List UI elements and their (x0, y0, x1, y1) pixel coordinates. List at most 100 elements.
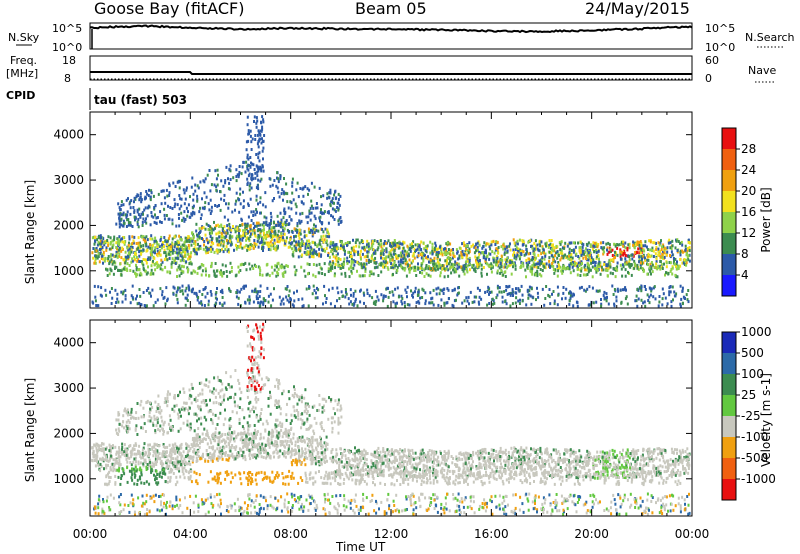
range-cell (687, 471, 690, 475)
range-cell (118, 235, 121, 239)
range-cell (408, 254, 410, 258)
range-cell (601, 247, 604, 251)
range-cell (344, 295, 347, 299)
range-cell (144, 450, 147, 454)
range-cell (684, 297, 686, 300)
range-cell (614, 250, 616, 254)
range-cell (349, 265, 352, 269)
range-cell (660, 248, 663, 251)
range-cell (262, 300, 265, 304)
range-cell (243, 245, 246, 249)
range-cell (610, 250, 612, 253)
range-cell (175, 293, 178, 297)
range-cell (226, 239, 228, 242)
range-cell (418, 244, 421, 248)
range-cell (596, 245, 599, 249)
range-cell (133, 215, 136, 219)
range-cell (159, 249, 162, 252)
range-cell (173, 286, 176, 290)
range-cell (447, 288, 450, 292)
range-cell (620, 242, 622, 246)
range-cell (621, 274, 624, 278)
range-cell (686, 248, 689, 252)
range-cell (147, 265, 149, 269)
range-cell (333, 208, 336, 212)
range-cell (102, 257, 105, 261)
range-cell (386, 261, 389, 265)
range-cell (226, 229, 229, 233)
range-cell (504, 275, 507, 278)
range-cell (489, 291, 491, 294)
range-cell (650, 287, 653, 291)
range-cell (602, 293, 605, 297)
range-cell (355, 244, 358, 248)
range-cell (461, 249, 464, 253)
range-cell (429, 251, 432, 255)
range-cell (466, 264, 469, 268)
range-cell (375, 265, 378, 269)
range-cell (569, 294, 572, 298)
range-cell (475, 249, 477, 253)
range-cell (596, 264, 599, 268)
range-cell (519, 248, 522, 252)
range-cell (411, 469, 414, 473)
range-cell (379, 239, 382, 243)
range-cell (404, 262, 407, 266)
range-cell (580, 253, 583, 257)
range-cell (163, 251, 166, 255)
range-cell (150, 294, 152, 298)
range-cell (549, 302, 552, 306)
range-cell (407, 265, 410, 269)
range-cell (139, 215, 142, 218)
range-cell (625, 261, 628, 265)
range-cell (279, 264, 282, 268)
range-cell (122, 213, 125, 217)
range-cell (433, 256, 436, 260)
range-cell (371, 244, 374, 248)
range-cell (247, 244, 250, 248)
range-cell (557, 293, 560, 297)
range-cell (431, 242, 434, 246)
range-cell (262, 436, 265, 440)
range-cell (686, 247, 689, 250)
range-cell (125, 225, 128, 228)
range-cell (638, 255, 641, 259)
range-cell (150, 214, 153, 218)
range-cell (300, 265, 303, 269)
range-cell (216, 287, 218, 290)
range-cell (204, 227, 207, 231)
range-cell (382, 260, 385, 264)
range-cell (528, 289, 531, 293)
range-cell (558, 456, 561, 460)
range-cell (500, 254, 503, 258)
range-cell (561, 254, 564, 258)
range-cell (637, 267, 640, 271)
range-cell (149, 256, 152, 260)
range-cell (223, 225, 226, 229)
range-cell (599, 461, 601, 465)
range-cell (163, 248, 166, 252)
range-cell (273, 287, 275, 291)
range-cell (292, 198, 295, 202)
range-cell (358, 262, 361, 266)
range-cell (658, 300, 661, 304)
range-cell (547, 458, 550, 462)
range-cell (287, 223, 290, 226)
range-cell (598, 257, 600, 261)
range-cell (259, 200, 262, 204)
range-cell (445, 267, 448, 271)
range-cell (299, 187, 302, 190)
range-cell (439, 450, 442, 454)
range-cell (245, 243, 248, 247)
range-cell (334, 304, 336, 308)
range-cell (305, 287, 308, 291)
range-cell (393, 471, 396, 475)
range-cell (258, 266, 261, 270)
range-cell (533, 257, 535, 261)
range-cell (429, 274, 432, 278)
range-cell (220, 236, 223, 240)
range-cell (640, 248, 643, 252)
range-cell (309, 230, 311, 234)
range-cell (256, 133, 259, 137)
range-cell (108, 260, 111, 264)
